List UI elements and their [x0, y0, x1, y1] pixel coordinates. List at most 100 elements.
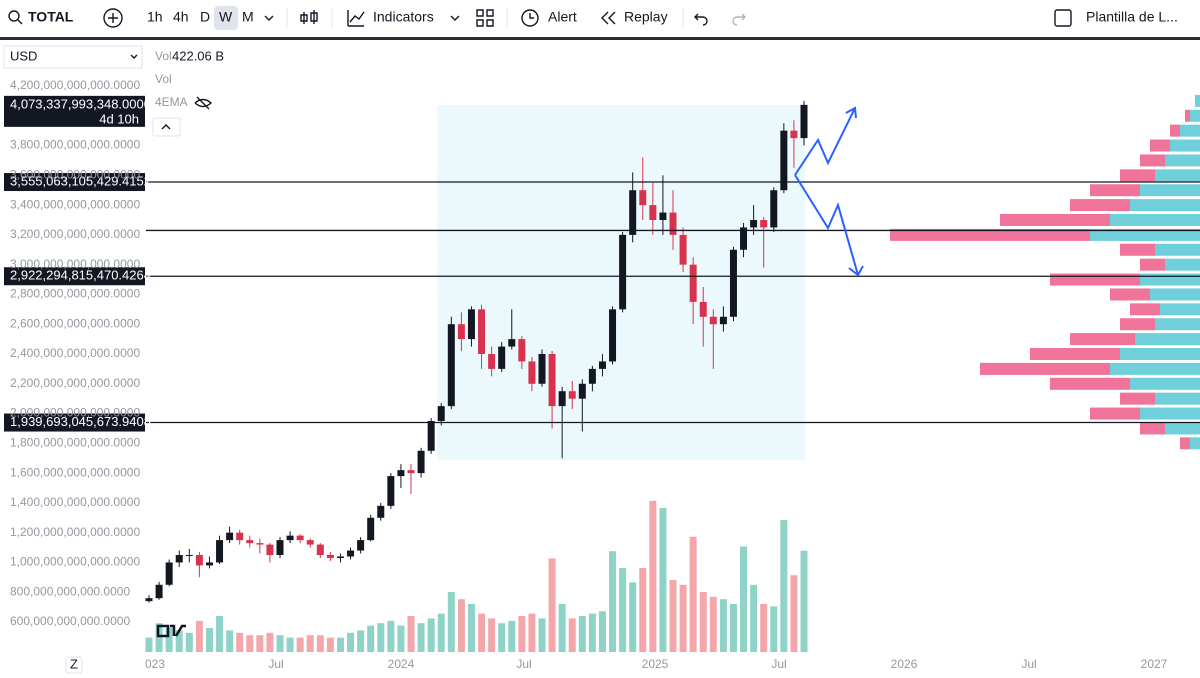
candle-body — [306, 540, 314, 545]
profile-buy — [1130, 377, 1200, 390]
replay-icon[interactable] — [601, 11, 616, 25]
interval-menu[interactable] — [264, 15, 274, 21]
interval[interactable]: 4h — [173, 9, 189, 25]
interval-active[interactable] — [214, 6, 238, 30]
candle-body — [347, 550, 355, 557]
redo[interactable] — [732, 13, 746, 26]
interval[interactable]: M — [242, 9, 254, 25]
alert-icon[interactable] — [521, 9, 539, 27]
volume-bar — [649, 500, 657, 652]
indicators-icon[interactable] — [347, 10, 365, 27]
profile-buy — [1135, 333, 1200, 346]
indicators-menu[interactable] — [450, 15, 460, 21]
price-tag-label: 4,073,337,993,348.0000 — [10, 96, 151, 111]
symbol[interactable]: TOTAL — [28, 9, 74, 25]
y-tick-label: 1,000,000,000,000.0000 — [10, 555, 140, 569]
price-axis: 4,200,000,000,000.00004,000,000,000,000.… — [10, 78, 140, 628]
collapse-caret — [161, 124, 171, 130]
currency-select[interactable] — [3, 45, 143, 69]
chart-type[interactable] — [300, 10, 318, 24]
volume-bar — [729, 604, 737, 652]
interval[interactable]: 1h — [147, 9, 163, 25]
candle-body — [609, 309, 617, 362]
undo[interactable] — [694, 13, 708, 26]
hidden-toggle[interactable] — [194, 96, 213, 110]
profile-buy — [1140, 184, 1200, 197]
indicators[interactable]: Indicators — [373, 9, 434, 25]
candle-body — [387, 476, 395, 506]
volume-bars — [145, 500, 808, 652]
profile-buy — [1190, 109, 1200, 122]
profile-buy — [1130, 199, 1200, 212]
volume-bar — [800, 550, 808, 652]
candle-body — [588, 368, 596, 384]
volume-bar — [548, 558, 556, 652]
search-icon[interactable] — [8, 10, 20, 22]
candle-body — [518, 339, 526, 362]
add-symbol[interactable] — [103, 8, 123, 28]
volume-bar — [417, 623, 425, 652]
volume-bar — [236, 632, 244, 652]
y-tick-label: 800,000,000,000.0000 — [10, 584, 130, 598]
profile-sell — [1070, 333, 1135, 346]
candle-body — [226, 532, 234, 541]
volume-bar — [216, 616, 224, 652]
volume-bar — [457, 599, 465, 652]
add-symbol-plus — [108, 13, 118, 23]
toolbar — [0, 0, 1200, 37]
profile-sell — [1130, 303, 1160, 316]
y-tick-label: 2,800,000,000,000.0000 — [10, 287, 140, 301]
volume-bar — [286, 637, 294, 652]
volume-bar — [689, 536, 697, 652]
candle-body — [185, 555, 193, 556]
volume-bar — [538, 618, 546, 652]
template[interactable]: Plantilla de L... — [1086, 9, 1178, 25]
volume-bar — [659, 508, 667, 652]
y-tick-label: 3,600,000,000,000.0000 — [10, 168, 140, 182]
volume-bar — [316, 635, 324, 652]
profile-sell — [980, 362, 1110, 375]
profile-sell — [1050, 377, 1130, 390]
volume-bar — [629, 582, 637, 652]
volume-bar — [145, 637, 153, 652]
x-tick-label: 2027 — [1141, 657, 1168, 671]
volume-bar — [639, 568, 647, 652]
alert[interactable]: Alert — [548, 9, 577, 25]
price-tag-box — [4, 95, 145, 127]
candle-body — [740, 227, 748, 250]
profile-buy — [1120, 348, 1200, 360]
candles — [145, 100, 808, 603]
candle-body — [417, 450, 425, 474]
y-tick-label: 1,800,000,000,000.0000 — [10, 436, 140, 450]
candle-body — [195, 555, 203, 566]
replay[interactable]: Replay — [624, 9, 668, 25]
candle-body — [437, 406, 445, 421]
volume-profile — [890, 94, 1200, 450]
volume-bar — [679, 584, 687, 652]
volume-bar — [750, 584, 758, 652]
y-tick-label: 3,000,000,000,000.0000 — [10, 257, 140, 271]
interval[interactable]: D — [200, 9, 210, 25]
volume-bar — [276, 635, 284, 652]
profile-sell — [1140, 422, 1165, 435]
candle-body — [538, 354, 546, 384]
candle-body — [145, 598, 153, 602]
volume-bar — [508, 620, 516, 652]
time-axis: 023 Jul 2024 Jul 2025 Jul 2026 Jul 2027 — [145, 657, 1168, 671]
x-tick-label: 2025 — [642, 657, 669, 671]
interval[interactable]: W — [219, 9, 233, 25]
layouts[interactable] — [476, 9, 494, 27]
candle-body — [397, 470, 405, 477]
y-tick-label: 3,800,000,000,000.0000 — [10, 138, 140, 152]
y-tick-label: 1,400,000,000,000.0000 — [10, 495, 140, 509]
candle-body — [598, 361, 606, 369]
profile-sell — [1120, 392, 1155, 405]
volume-bar — [619, 568, 627, 652]
price-tag-countdown: 4d 10h — [99, 111, 139, 126]
currency[interactable]: USD — [10, 48, 37, 63]
volume-bar — [558, 604, 566, 652]
profile-buy — [1170, 139, 1200, 152]
template-checkbox[interactable] — [1054, 9, 1072, 27]
profile-sell — [1120, 169, 1155, 182]
collapse-button[interactable] — [152, 117, 181, 137]
